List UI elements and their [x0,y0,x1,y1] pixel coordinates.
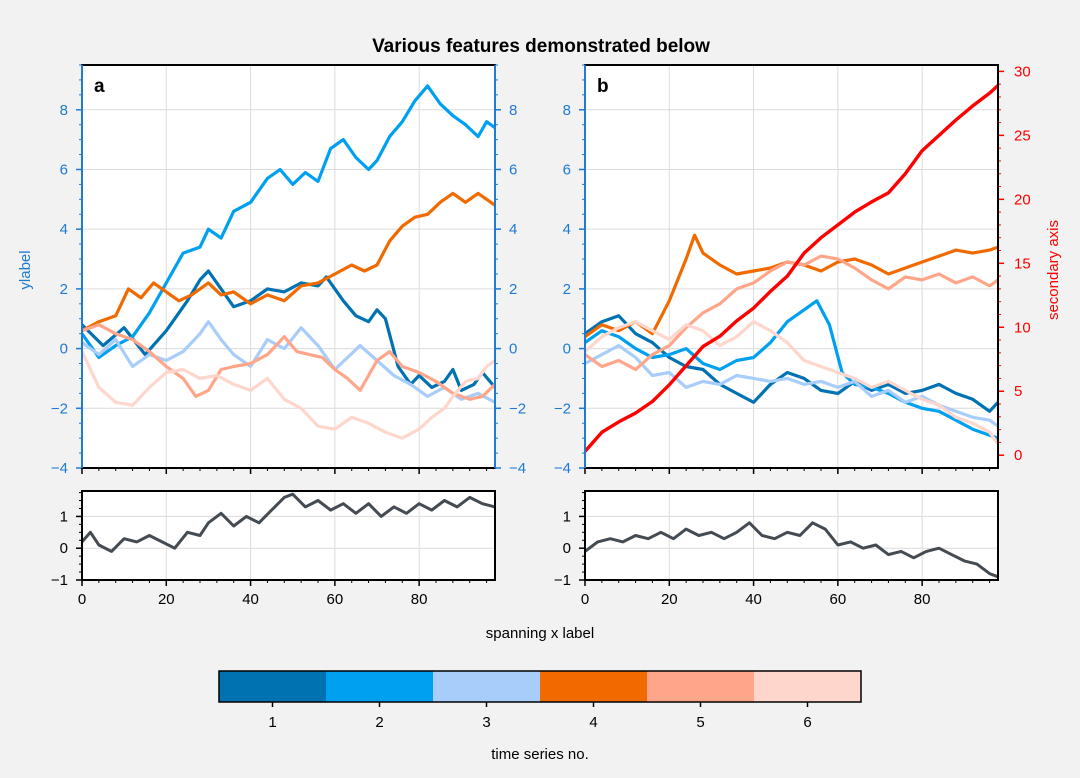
right-y-tick-label: 8 [509,102,517,119]
x-tick-label: 60 [830,591,847,608]
y-tick-label: 0 [563,540,571,557]
colorbar-label: time series no. [491,746,589,763]
y-tick-label: 8 [563,102,571,119]
y-tick-label: −1 [554,572,571,589]
plot-area [82,491,495,580]
y-tick-label: 0 [563,341,571,358]
y-tick-label: −2 [51,400,68,417]
series-line-2 [80,84,496,360]
secondary-ylabel: secondary axis [1045,220,1062,320]
series-line-1 [80,492,496,553]
x-tick-label: 0 [581,591,589,608]
series-line-1 [584,314,1000,413]
panels: −4−202468−4−202468a051015202530−4−202468… [51,63,1031,608]
figure-title: Various features demonstrated below [372,36,710,57]
secondary-tick-label: 5 [1014,383,1022,400]
secondary-tick-label: 15 [1014,255,1031,272]
colorbar-tick-label: 2 [375,714,383,731]
colorbar-tick-label: 1 [268,714,276,731]
colorbar: 1 2 3 4 5 6 [218,670,862,731]
right-y-tick-label: 0 [509,341,517,358]
axes-frame [584,490,999,581]
colorbar-segment-1 [219,671,327,702]
panel-b: 0 5 10 15 20 25 30 −4 −2 0 2 4 6 8 b [554,63,1031,477]
x-tick-label: 80 [411,591,428,608]
series-line-6 [583,320,1000,446]
secondary-tick-label: 20 [1014,191,1031,208]
y-tick-label: −4 [554,460,571,477]
y-tick-label: 4 [60,221,68,238]
right-y-tick-label: 6 [509,161,517,178]
secondary-tick-label: 25 [1014,127,1031,144]
colorbar-segment-3 [433,671,541,702]
y-tick-label: 1 [60,508,68,525]
plot-area [82,65,495,468]
y-tick-label: 1 [563,508,571,525]
colorbar-segment-5 [647,671,755,702]
right-y-tick-label: 4 [509,221,517,238]
y-tick-label: −4 [51,460,68,477]
x-tick-label: 60 [327,591,344,608]
x-tick-label: 20 [158,591,175,608]
y-tick-label: 8 [60,102,68,119]
colorbar-segment-6 [754,671,862,702]
colorbar-frame [218,670,862,703]
right-y-tick-label: 2 [509,281,517,298]
y-tick-label: 6 [563,161,571,178]
series-line-5 [81,323,497,401]
x-tick-label: 40 [242,591,259,608]
y-tick-label: 0 [60,341,68,358]
series-line-2 [584,299,999,440]
secondary-series-line [583,84,1000,453]
series-line-6 [80,350,496,440]
axes-frame [81,490,496,581]
ylabel: ylabel [17,250,34,289]
colorbar-segment-2 [326,671,434,702]
right-y-tick-label: −2 [509,400,526,417]
colorbar-tick-label: 5 [696,714,704,731]
y-tick-label: 0 [60,540,68,557]
y-tick-label: −1 [51,572,68,589]
y-tick-label: 2 [563,281,571,298]
secondary-tick-label: 30 [1014,63,1031,80]
series-line-4 [81,191,496,333]
x-tick-label: 40 [745,591,762,608]
series-line-1 [584,521,999,579]
plot-area [585,65,998,468]
spanning-x-label: spanning x label [486,625,594,642]
plot-area [585,491,998,580]
panel-label-a: a [94,76,105,97]
y-tick-label: −2 [554,400,571,417]
x-tick-label: 0 [78,591,86,608]
x-tick-label: 20 [661,591,678,608]
right-y-tick-label: −4 [509,460,526,477]
colorbar-tick-label: 6 [803,714,811,731]
colorbar-tick-label: 4 [589,714,597,731]
colorbar-segment-4 [540,671,648,702]
y-tick-label: 4 [563,221,571,238]
colorbar-tick-label: 3 [482,714,490,731]
x-tick-label: 80 [914,591,931,608]
y-tick-label: 2 [60,281,68,298]
secondary-tick-label: 10 [1014,319,1031,336]
y-tick-label: 6 [60,161,68,178]
panel-a: −4 −2 0 2 4 6 8 −4 −2 0 2 4 6 8 a [51,64,526,477]
panel-label-b: b [597,76,609,97]
secondary-tick-label: 0 [1014,447,1022,464]
